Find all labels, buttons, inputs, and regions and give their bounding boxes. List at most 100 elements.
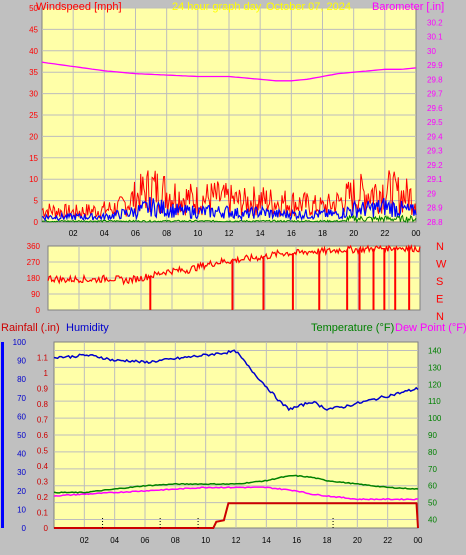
wind-low-line — [41, 214, 417, 224]
humidity-tick-label: 0 — [22, 524, 27, 533]
temperature-x-tick-label: 04 — [110, 536, 119, 545]
direction-axis: 0 90 180 270 360 — [27, 242, 41, 315]
humidity-tick-label: 60 — [17, 412, 26, 421]
windspeed-tick-label: 10 — [29, 175, 38, 184]
temperature-axis-label: Temperature (°F) — [311, 322, 394, 334]
windspeed-tick-label: 25 — [29, 111, 38, 120]
temperature-x-tick-label: 18 — [323, 536, 332, 545]
humidity-tick-label: 80 — [17, 375, 26, 384]
barometer-tick-label: 30.1 — [427, 33, 443, 42]
wind-x-tick-label: 08 — [162, 229, 171, 238]
humidity-axis-label: Humidity — [66, 322, 109, 334]
direction-line — [47, 243, 421, 286]
windspeed-axis-label: Windspeed [mph] — [36, 1, 122, 13]
rainfall-axis-label: Rainfall (.in) — [1, 322, 60, 334]
barometer-tick-label: 29.5 — [427, 118, 443, 127]
barometer-tick-label: 29.3 — [427, 147, 443, 156]
barometer-axis-label: Barometer [.in] — [372, 1, 444, 13]
chart-title: 24 hour graph day — [172, 1, 262, 13]
humidity-tick-label: 100 — [13, 338, 27, 347]
direction-tick-label: 270 — [27, 258, 41, 267]
wind-x-tick-label: 06 — [131, 229, 140, 238]
temperature-x-tick-label: 14 — [262, 536, 271, 545]
barometer-tick-label: 28.8 — [427, 218, 443, 227]
windspeed-tick-label: 50 — [29, 4, 38, 13]
wind-x-tick-label: 14 — [256, 229, 265, 238]
wind-series — [41, 61, 417, 224]
barometer-tick-label: 29.7 — [427, 90, 443, 99]
wind-x-tick-label: 04 — [100, 229, 109, 238]
rainfall-axis-bar — [1, 342, 4, 528]
barometer-tick-label: 30.2 — [427, 18, 443, 27]
temperature-x-tick-label: 22 — [383, 536, 392, 545]
rainfall-tick-label: 0 — [44, 524, 49, 533]
wind-x-tick-label: 18 — [318, 229, 327, 238]
rainfall-tick-label: 0.4 — [37, 462, 49, 471]
temperature-x-tick-label: 06 — [141, 536, 150, 545]
wind-x-tick-label: 10 — [193, 229, 202, 238]
temperature-x-axis: 02 04 06 08 10 12 14 16 18 20 22 00 — [80, 536, 423, 545]
compass-label: N — [436, 241, 444, 253]
windspeed-tick-label: 15 — [29, 154, 38, 163]
windspeed-tick-label: 40 — [29, 47, 38, 56]
temperature-x-tick-label: 16 — [292, 536, 301, 545]
windspeed-tick-label: 20 — [29, 132, 38, 141]
windspeed-tick-label: 30 — [29, 90, 38, 99]
humidity-tick-label: 70 — [17, 394, 26, 403]
temperature-x-tick-label: 00 — [414, 536, 423, 545]
barometer-line — [41, 61, 417, 82]
barometer-tick-label: 29.9 — [427, 61, 443, 70]
chart-date: October 07, 2024 — [266, 1, 351, 13]
temperature-tick-label: 50 — [428, 499, 437, 508]
compass-label: W — [436, 259, 447, 271]
wind-x-tick-label: 00 — [412, 229, 421, 238]
windspeed-tick-label: 5 — [34, 197, 39, 206]
compass-label: S — [436, 276, 443, 288]
rainfall-line — [54, 502, 419, 529]
wind-x-tick-label: 12 — [225, 229, 234, 238]
temperature-x-tick-label: 12 — [232, 536, 241, 545]
barometer-axis: 28.8 28.9 29 29.1 29.2 29.3 29.4 29.5 29.6 29.7 29… — [427, 18, 443, 227]
temperature-gridlines — [54, 342, 418, 528]
rainfall-tick-label: 0.5 — [37, 447, 49, 456]
rainfall-tick-label: 0.9 — [37, 385, 49, 394]
humidity-tick-label: 20 — [17, 487, 26, 496]
humidity-tick-label: 50 — [17, 431, 26, 440]
temperature-axis: 40 50 60 70 80 90 100 110 120 130 140 — [428, 346, 442, 524]
rainfall-tick-label: 0.2 — [37, 493, 49, 502]
barometer-tick-label: 29.2 — [427, 161, 443, 170]
humidity-axis: 0 10 20 30 40 50 60 70 80 90 100 — [13, 338, 27, 533]
temperature-line — [53, 474, 419, 494]
dewpoint-line — [53, 486, 419, 501]
barometer-tick-label: 29.1 — [427, 175, 443, 184]
humidity-tick-label: 30 — [17, 468, 26, 477]
humidity-tick-label: 40 — [17, 450, 26, 459]
compass-label: E — [436, 294, 443, 306]
barometer-tick-label: 29 — [427, 189, 436, 198]
rainfall-tick-label: 0.7 — [37, 416, 49, 425]
rainfall-tick-label: 0.1 — [37, 509, 49, 518]
windspeed-tick-label: 0 — [34, 218, 39, 227]
wind-x-tick-label: 02 — [69, 229, 78, 238]
compass-label: N — [436, 311, 444, 323]
temperature-x-tick-label: 20 — [353, 536, 362, 545]
barometer-tick-label: 29.4 — [427, 132, 443, 141]
temperature-x-tick-label: 10 — [201, 536, 210, 545]
rainfall-tick-label: 0.3 — [37, 478, 49, 487]
rainfall-tick-label: 1.1 — [37, 354, 49, 363]
windspeed-line — [41, 170, 417, 221]
humidity-tick-label: 90 — [17, 357, 26, 366]
humidity-tick-label: 10 — [17, 505, 26, 514]
barometer-tick-label: 29.6 — [427, 104, 443, 113]
temperature-tick-label: 110 — [428, 397, 441, 406]
direction-tick-label: 90 — [31, 290, 40, 299]
temperature-tick-label: 60 — [428, 482, 437, 491]
rainfall-tick-label: 0.6 — [37, 431, 49, 440]
wind-x-tick-label: 16 — [287, 229, 296, 238]
temperature-tick-label: 40 — [428, 516, 437, 525]
direction-tick-label: 0 — [36, 306, 41, 315]
wind-x-tick-label: 22 — [380, 229, 389, 238]
